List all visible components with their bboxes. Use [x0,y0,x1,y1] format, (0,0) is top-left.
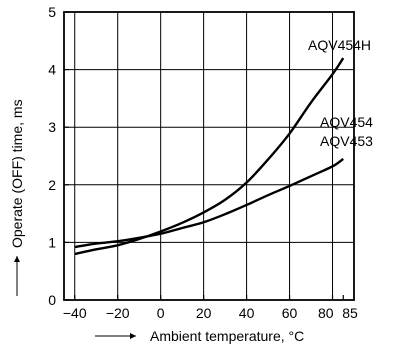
x-axis-arrow-head [130,333,136,339]
y-tick-label: 3 [48,119,56,135]
series-line-aqv454h [74,57,345,256]
y-tick-label: 5 [48,4,56,20]
x-tick-label: 85 [342,305,358,321]
y-tick-label: 1 [48,234,56,250]
y-tick-label: 4 [48,62,56,78]
series-label-aqv454: AQV454 [320,114,373,130]
grid [64,12,354,300]
axis-ticks [64,11,344,301]
series-line-aqv454-aqv453 [74,157,344,249]
y-tick-label: 0 [48,292,56,308]
series-lines [74,57,345,256]
labels: 0 1 2 3 4 5 −40 −20 0 20 40 60 80 85 AQV454H AQV454 AQV4… [9,4,373,344]
x-axis-label: Ambient temperature, °C [150,328,304,344]
y-axis-arrow-head [14,256,20,262]
y-axis-label: Operate (OFF) time, ms [9,99,25,248]
x-tick-label: 40 [239,305,255,321]
x-tick-label: 80 [318,305,334,321]
series-label-aqv454h: AQV454H [308,37,371,53]
x-tick-label: −40 [63,305,87,321]
x-tick-label: 0 [157,305,165,321]
series-label-aqv453: AQV453 [320,133,373,149]
y-tick-label: 2 [48,177,56,193]
x-tick-label: 60 [282,305,298,321]
x-tick-label: 20 [196,305,212,321]
plot-frame [63,11,355,301]
x-tick-label: −20 [106,305,130,321]
